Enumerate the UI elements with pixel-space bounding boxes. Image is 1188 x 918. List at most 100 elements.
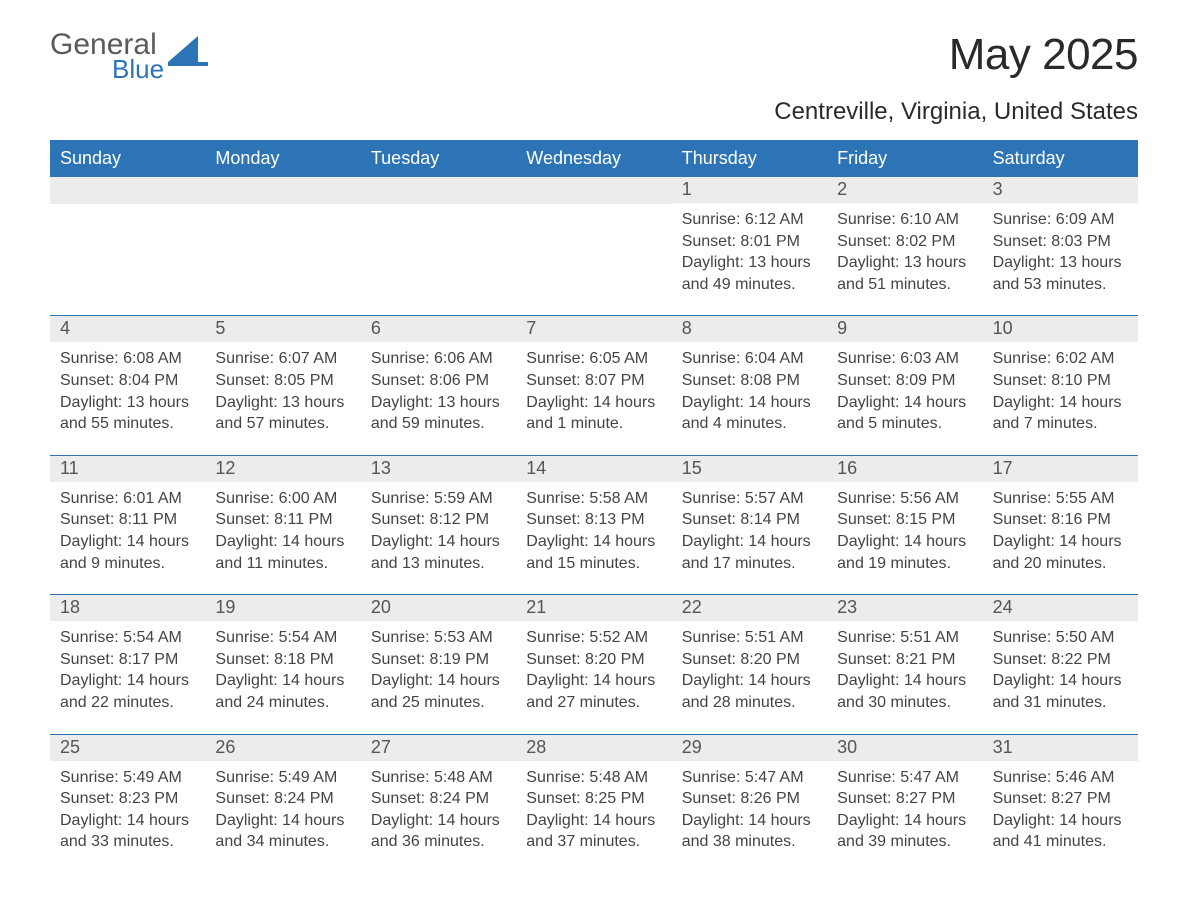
daylight-line: Daylight: 14 hours and 7 minutes. (993, 392, 1128, 435)
sunset-line: Sunset: 8:05 PM (215, 370, 350, 392)
day-number: 21 (516, 595, 671, 621)
day-body: Sunrise: 6:03 AMSunset: 8:09 PMDaylight:… (827, 342, 982, 434)
day-number: 4 (50, 316, 205, 342)
day-body: Sunrise: 6:08 AMSunset: 8:04 PMDaylight:… (50, 342, 205, 434)
day-number: 11 (50, 456, 205, 482)
day-body: Sunrise: 5:54 AMSunset: 8:17 PMDaylight:… (50, 621, 205, 713)
sunrise-line: Sunrise: 6:12 AM (682, 209, 817, 231)
daylight-line: Daylight: 13 hours and 51 minutes. (837, 252, 972, 295)
sunset-line: Sunset: 8:20 PM (682, 649, 817, 671)
sunrise-line: Sunrise: 5:52 AM (526, 627, 661, 649)
day-number: 12 (205, 456, 360, 482)
day-number: 19 (205, 595, 360, 621)
month-title: May 2025 (774, 30, 1138, 80)
weekday-cell: Thursday (672, 140, 827, 177)
daylight-line: Daylight: 14 hours and 24 minutes. (215, 670, 350, 713)
day-number: 14 (516, 456, 671, 482)
day-body: Sunrise: 5:55 AMSunset: 8:16 PMDaylight:… (983, 482, 1138, 574)
sunrise-line: Sunrise: 5:59 AM (371, 488, 506, 510)
day-cell: 9Sunrise: 6:03 AMSunset: 8:09 PMDaylight… (827, 316, 982, 434)
day-cell: 11Sunrise: 6:01 AMSunset: 8:11 PMDayligh… (50, 456, 205, 574)
day-body: Sunrise: 6:05 AMSunset: 8:07 PMDaylight:… (516, 342, 671, 434)
daylight-line: Daylight: 14 hours and 9 minutes. (60, 531, 195, 574)
daylight-line: Daylight: 14 hours and 19 minutes. (837, 531, 972, 574)
brand-blue: Blue (112, 56, 164, 82)
day-cell: 25Sunrise: 5:49 AMSunset: 8:23 PMDayligh… (50, 735, 205, 853)
sunrise-line: Sunrise: 6:06 AM (371, 348, 506, 370)
day-cell: 10Sunrise: 6:02 AMSunset: 8:10 PMDayligh… (983, 316, 1138, 434)
day-cell: 7Sunrise: 6:05 AMSunset: 8:07 PMDaylight… (516, 316, 671, 434)
day-cell: 18Sunrise: 5:54 AMSunset: 8:17 PMDayligh… (50, 595, 205, 713)
day-cell: 31Sunrise: 5:46 AMSunset: 8:27 PMDayligh… (983, 735, 1138, 853)
day-cell: 29Sunrise: 5:47 AMSunset: 8:26 PMDayligh… (672, 735, 827, 853)
day-number: 5 (205, 316, 360, 342)
sunrise-line: Sunrise: 5:56 AM (837, 488, 972, 510)
sunrise-line: Sunrise: 6:09 AM (993, 209, 1128, 231)
daylight-line: Daylight: 14 hours and 20 minutes. (993, 531, 1128, 574)
day-cell: 19Sunrise: 5:54 AMSunset: 8:18 PMDayligh… (205, 595, 360, 713)
daylight-line: Daylight: 14 hours and 1 minute. (526, 392, 661, 435)
day-body: Sunrise: 5:48 AMSunset: 8:25 PMDaylight:… (516, 761, 671, 853)
daylight-line: Daylight: 13 hours and 55 minutes. (60, 392, 195, 435)
day-number: 23 (827, 595, 982, 621)
day-number: 13 (361, 456, 516, 482)
day-cell: 15Sunrise: 5:57 AMSunset: 8:14 PMDayligh… (672, 456, 827, 574)
week-row: 4Sunrise: 6:08 AMSunset: 8:04 PMDaylight… (50, 315, 1138, 434)
sunrise-line: Sunrise: 6:00 AM (215, 488, 350, 510)
sunset-line: Sunset: 8:22 PM (993, 649, 1128, 671)
sunrise-line: Sunrise: 5:51 AM (837, 627, 972, 649)
sunset-line: Sunset: 8:16 PM (993, 509, 1128, 531)
day-body: Sunrise: 6:04 AMSunset: 8:08 PMDaylight:… (672, 342, 827, 434)
day-cell: 23Sunrise: 5:51 AMSunset: 8:21 PMDayligh… (827, 595, 982, 713)
sunset-line: Sunset: 8:12 PM (371, 509, 506, 531)
sunset-line: Sunset: 8:08 PM (682, 370, 817, 392)
day-number: 27 (361, 735, 516, 761)
week-row: 25Sunrise: 5:49 AMSunset: 8:23 PMDayligh… (50, 734, 1138, 853)
daylight-line: Daylight: 13 hours and 49 minutes. (682, 252, 817, 295)
week-row: 18Sunrise: 5:54 AMSunset: 8:17 PMDayligh… (50, 594, 1138, 713)
sunset-line: Sunset: 8:15 PM (837, 509, 972, 531)
sunrise-line: Sunrise: 6:10 AM (837, 209, 972, 231)
day-body: Sunrise: 5:47 AMSunset: 8:27 PMDaylight:… (827, 761, 982, 853)
day-body: Sunrise: 5:56 AMSunset: 8:15 PMDaylight:… (827, 482, 982, 574)
page-header: General Blue May 2025 Centreville, Virgi… (50, 30, 1138, 126)
daylight-line: Daylight: 14 hours and 31 minutes. (993, 670, 1128, 713)
day-number: 26 (205, 735, 360, 761)
day-cell: 28Sunrise: 5:48 AMSunset: 8:25 PMDayligh… (516, 735, 671, 853)
day-number: 22 (672, 595, 827, 621)
sunrise-line: Sunrise: 6:01 AM (60, 488, 195, 510)
day-number-bar-empty (205, 177, 360, 204)
weekday-cell: Monday (205, 140, 360, 177)
sunset-line: Sunset: 8:04 PM (60, 370, 195, 392)
day-cell (516, 177, 671, 295)
day-body: Sunrise: 5:57 AMSunset: 8:14 PMDaylight:… (672, 482, 827, 574)
day-number: 7 (516, 316, 671, 342)
daylight-line: Daylight: 14 hours and 39 minutes. (837, 810, 972, 853)
day-cell: 24Sunrise: 5:50 AMSunset: 8:22 PMDayligh… (983, 595, 1138, 713)
daylight-line: Daylight: 14 hours and 13 minutes. (371, 531, 506, 574)
day-number: 2 (827, 177, 982, 203)
daylight-line: Daylight: 14 hours and 28 minutes. (682, 670, 817, 713)
daylight-line: Daylight: 14 hours and 36 minutes. (371, 810, 506, 853)
day-number: 17 (983, 456, 1138, 482)
day-body: Sunrise: 6:12 AMSunset: 8:01 PMDaylight:… (672, 203, 827, 295)
day-cell: 6Sunrise: 6:06 AMSunset: 8:06 PMDaylight… (361, 316, 516, 434)
weekday-cell: Sunday (50, 140, 205, 177)
daylight-line: Daylight: 14 hours and 17 minutes. (682, 531, 817, 574)
weeks-container: 1Sunrise: 6:12 AMSunset: 8:01 PMDaylight… (50, 177, 1138, 853)
sunrise-line: Sunrise: 5:49 AM (60, 767, 195, 789)
sunrise-line: Sunrise: 6:04 AM (682, 348, 817, 370)
sunset-line: Sunset: 8:02 PM (837, 231, 972, 253)
brand-logo: General Blue (50, 30, 208, 82)
sunset-line: Sunset: 8:21 PM (837, 649, 972, 671)
day-number: 6 (361, 316, 516, 342)
brand-text: General Blue (50, 30, 164, 82)
day-number-bar-empty (516, 177, 671, 204)
day-body: Sunrise: 5:48 AMSunset: 8:24 PMDaylight:… (361, 761, 516, 853)
day-body: Sunrise: 6:00 AMSunset: 8:11 PMDaylight:… (205, 482, 360, 574)
weekday-cell: Wednesday (516, 140, 671, 177)
day-number: 30 (827, 735, 982, 761)
day-number: 29 (672, 735, 827, 761)
day-number: 3 (983, 177, 1138, 203)
day-body: Sunrise: 6:09 AMSunset: 8:03 PMDaylight:… (983, 203, 1138, 295)
